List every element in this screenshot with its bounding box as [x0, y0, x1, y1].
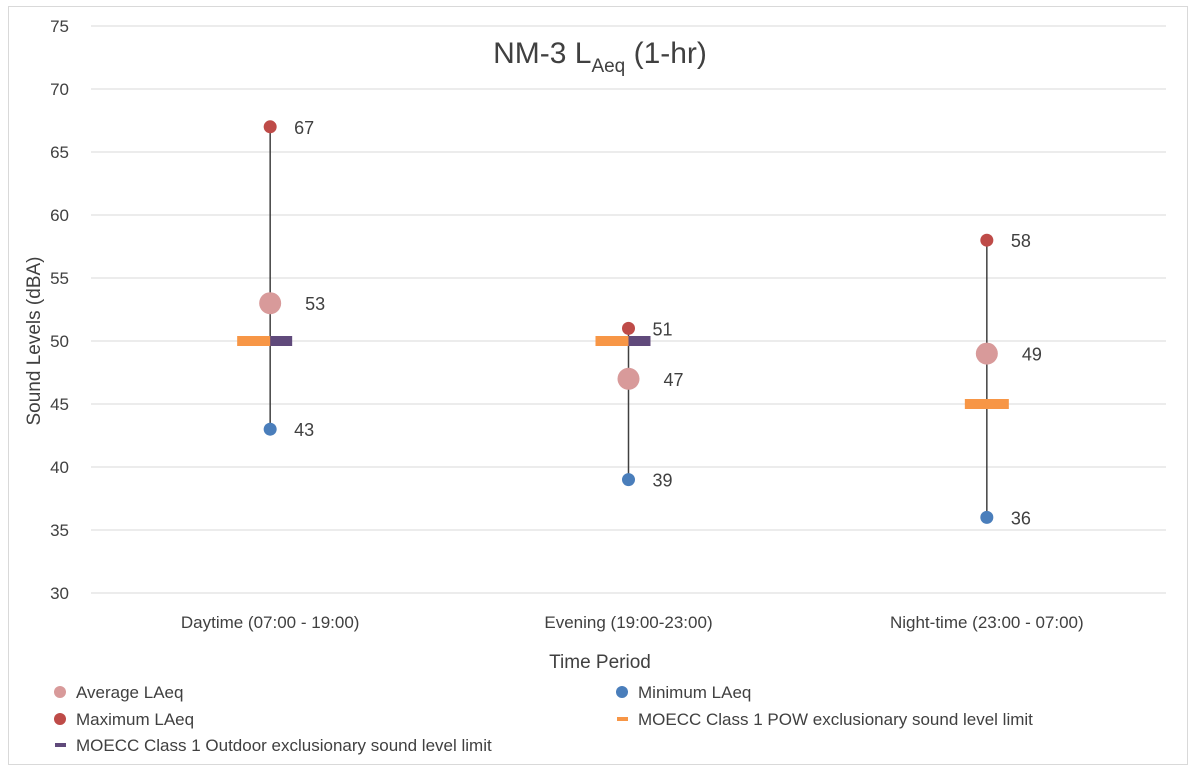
range-lines	[269, 126, 988, 518]
average-data-label: 47	[664, 370, 684, 390]
average-data-label: 53	[305, 294, 325, 314]
y-tick-label: 55	[50, 269, 69, 288]
chart-title: NM-3 LAeq (1-hr)	[493, 37, 707, 77]
data-labels: 67 43 53 51 39 47 58 36 49	[294, 118, 1042, 529]
minimum-data-label: 39	[653, 471, 673, 491]
x-axis-categories: Daytime (07:00 - 19:00) Evening (19:00-23…	[181, 613, 1084, 632]
pow-limit-marker	[237, 336, 282, 346]
y-tick-label: 60	[50, 206, 69, 225]
average-data-label: 49	[1022, 345, 1042, 365]
x-category-label: Evening (19:00-23:00)	[544, 613, 712, 632]
legend-marker	[54, 686, 66, 698]
y-tick-label: 50	[50, 332, 69, 351]
minimum-point	[980, 510, 994, 524]
legend-marker	[616, 686, 628, 698]
pow-limit-marker	[595, 336, 640, 346]
x-category-label: Night-time (23:00 - 07:00)	[890, 613, 1084, 632]
y-tick-label: 65	[50, 143, 69, 162]
y-axis-ticks: 30 35 40 45 50 55 60 65 70 75	[50, 17, 69, 603]
legend: Average LAeq Minimum LAeq Maximum LAeq MOEC…	[54, 683, 1033, 755]
legend-marker	[54, 713, 66, 725]
x-axis-title: Time Period	[549, 652, 651, 673]
x-category-label: Daytime (07:00 - 19:00)	[181, 613, 360, 632]
maximum-point	[980, 233, 994, 247]
outdoor-limit-marker	[628, 336, 651, 346]
minimum-point	[263, 422, 277, 436]
y-tick-label: 70	[50, 80, 69, 99]
legend-label: MOECC Class 1 Outdoor exclusionary sound…	[76, 736, 492, 755]
legend-marker	[617, 717, 628, 721]
legend-label: Minimum LAeq	[638, 683, 751, 702]
y-tick-label: 75	[50, 17, 69, 36]
y-axis-title: Sound Levels (dBA)	[24, 257, 45, 426]
minimum-point	[622, 473, 635, 487]
outdoor-limit-marker	[270, 336, 293, 346]
legend-marker	[55, 743, 66, 747]
average-point	[975, 342, 998, 365]
average-point	[617, 367, 640, 390]
maximum-data-label: 58	[1011, 231, 1031, 251]
legend-label: MOECC Class 1 POW exclusionary sound lev…	[638, 710, 1033, 729]
y-tick-label: 40	[50, 458, 69, 477]
chart-border	[8, 6, 1188, 765]
average-point	[259, 292, 282, 315]
minimum-data-label: 43	[294, 420, 314, 440]
minimum-data-label: 36	[1011, 508, 1031, 528]
y-tick-label: 30	[50, 584, 69, 603]
y-tick-label: 45	[50, 395, 69, 414]
legend-label: Average LAeq	[76, 683, 183, 702]
data-marks	[237, 120, 1009, 524]
pow-limit-marker	[964, 399, 1009, 409]
maximum-point	[622, 321, 635, 335]
y-tick-label: 35	[50, 521, 69, 540]
maximum-data-label: 51	[653, 319, 673, 339]
legend-label: Maximum LAeq	[76, 710, 194, 729]
maximum-point	[263, 120, 277, 134]
maximum-data-label: 67	[294, 118, 314, 138]
